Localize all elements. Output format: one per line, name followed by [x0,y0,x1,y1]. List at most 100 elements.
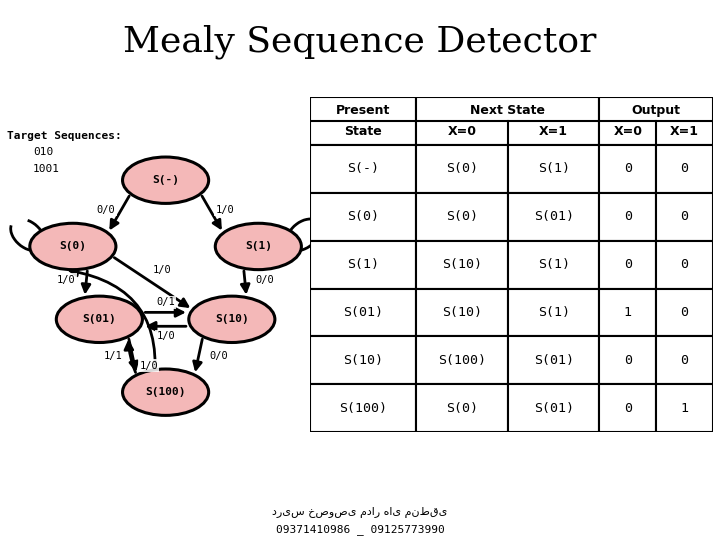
Text: S(1): S(1) [245,241,272,252]
Ellipse shape [56,296,143,342]
Bar [600,97,713,145]
Text: 0: 0 [624,354,632,367]
Bar [600,288,656,336]
Text: 010: 010 [33,147,53,157]
Ellipse shape [189,296,275,342]
Bar [508,241,600,288]
Text: Next State: Next State [470,104,546,117]
Text: 09371410986 _ 09125773990: 09371410986 _ 09125773990 [276,524,444,535]
Ellipse shape [215,223,302,269]
Bar [310,97,416,145]
Text: S(100): S(100) [145,387,186,397]
Bar [310,145,416,193]
Text: 1001: 1001 [33,164,60,174]
Text: S(0): S(0) [347,210,379,223]
Text: S(0): S(0) [446,163,478,176]
Text: 1/0: 1/0 [216,205,235,215]
Text: Target Sequences:: Target Sequences: [6,131,122,140]
Bar [656,384,713,432]
Text: S(10): S(10) [442,306,482,319]
Bar [508,145,600,193]
Text: X=1: X=1 [539,125,568,138]
Text: S(-): S(-) [152,175,179,185]
Text: S(01): S(01) [534,210,574,223]
FancyArrowPatch shape [129,339,138,369]
Text: S(100): S(100) [438,354,486,367]
Text: 0/0: 0/0 [96,205,115,215]
Text: 1/0: 1/0 [156,331,175,341]
Text: 0/0: 0/0 [256,274,274,285]
Text: S(01): S(01) [343,306,383,319]
FancyArrowPatch shape [70,268,155,389]
Text: 0: 0 [624,402,632,415]
Text: 0: 0 [680,306,688,319]
Ellipse shape [122,157,209,204]
Bar [416,97,600,145]
FancyArrowPatch shape [125,342,135,373]
Bar [508,193,600,241]
Ellipse shape [122,369,209,415]
Text: Present: Present [336,104,390,117]
Bar [310,336,416,384]
Text: Output: Output [631,104,680,117]
Text: S(01): S(01) [534,402,574,415]
Text: 0: 0 [624,258,632,271]
FancyArrowPatch shape [145,308,183,316]
Bar [416,241,508,288]
Text: 0/1: 0/1 [156,298,175,307]
Text: X=0: X=0 [448,125,477,138]
Text: 1/0: 1/0 [57,274,76,285]
Text: S(0): S(0) [446,210,478,223]
Text: 0: 0 [680,354,688,367]
Bar [310,384,416,432]
Text: X=1: X=1 [670,125,699,138]
Text: 0: 0 [624,210,632,223]
Text: S(01): S(01) [83,314,116,325]
Bar [600,145,656,193]
Bar [656,193,713,241]
Bar [600,241,656,288]
Text: X=0: X=0 [613,125,642,138]
FancyArrowPatch shape [82,271,90,292]
Bar [310,288,416,336]
Text: 0: 0 [680,258,688,271]
Bar [656,241,713,288]
Text: 1/0: 1/0 [153,265,171,275]
Bar [310,241,416,288]
Text: S(1): S(1) [538,163,570,176]
Text: S(100): S(100) [339,402,387,415]
FancyArrowPatch shape [148,322,186,330]
Bar [656,288,713,336]
Text: S(0): S(0) [446,402,478,415]
FancyArrowPatch shape [114,258,188,306]
Text: S(10): S(10) [343,354,383,367]
Text: دریس خصوصی مدار های منطقی: دریس خصوصی مدار های منطقی [272,508,448,518]
Text: 0/0: 0/0 [210,351,228,361]
Text: S(1): S(1) [347,258,379,271]
FancyArrowPatch shape [202,196,220,228]
Text: S(1): S(1) [538,258,570,271]
FancyArrowPatch shape [241,271,249,292]
Bar [600,193,656,241]
Text: 0: 0 [624,163,632,176]
Bar [656,145,713,193]
Bar [416,384,508,432]
Bar [508,336,600,384]
Text: 0: 0 [680,163,688,176]
Text: 1/0: 1/0 [330,207,349,217]
Text: S(10): S(10) [215,314,248,325]
Bar [600,336,656,384]
Bar [508,384,600,432]
Bar [416,288,508,336]
Text: S(0): S(0) [59,241,86,252]
Ellipse shape [30,223,116,269]
FancyArrowPatch shape [194,339,202,369]
Text: S(10): S(10) [442,258,482,271]
Text: 0: 0 [680,210,688,223]
Bar [416,145,508,193]
Text: 1/1: 1/1 [103,351,122,361]
Bar [508,288,600,336]
Text: Mealy Sequence Detector: Mealy Sequence Detector [123,24,597,59]
Text: 1: 1 [624,306,632,319]
Text: S(-): S(-) [347,163,379,176]
